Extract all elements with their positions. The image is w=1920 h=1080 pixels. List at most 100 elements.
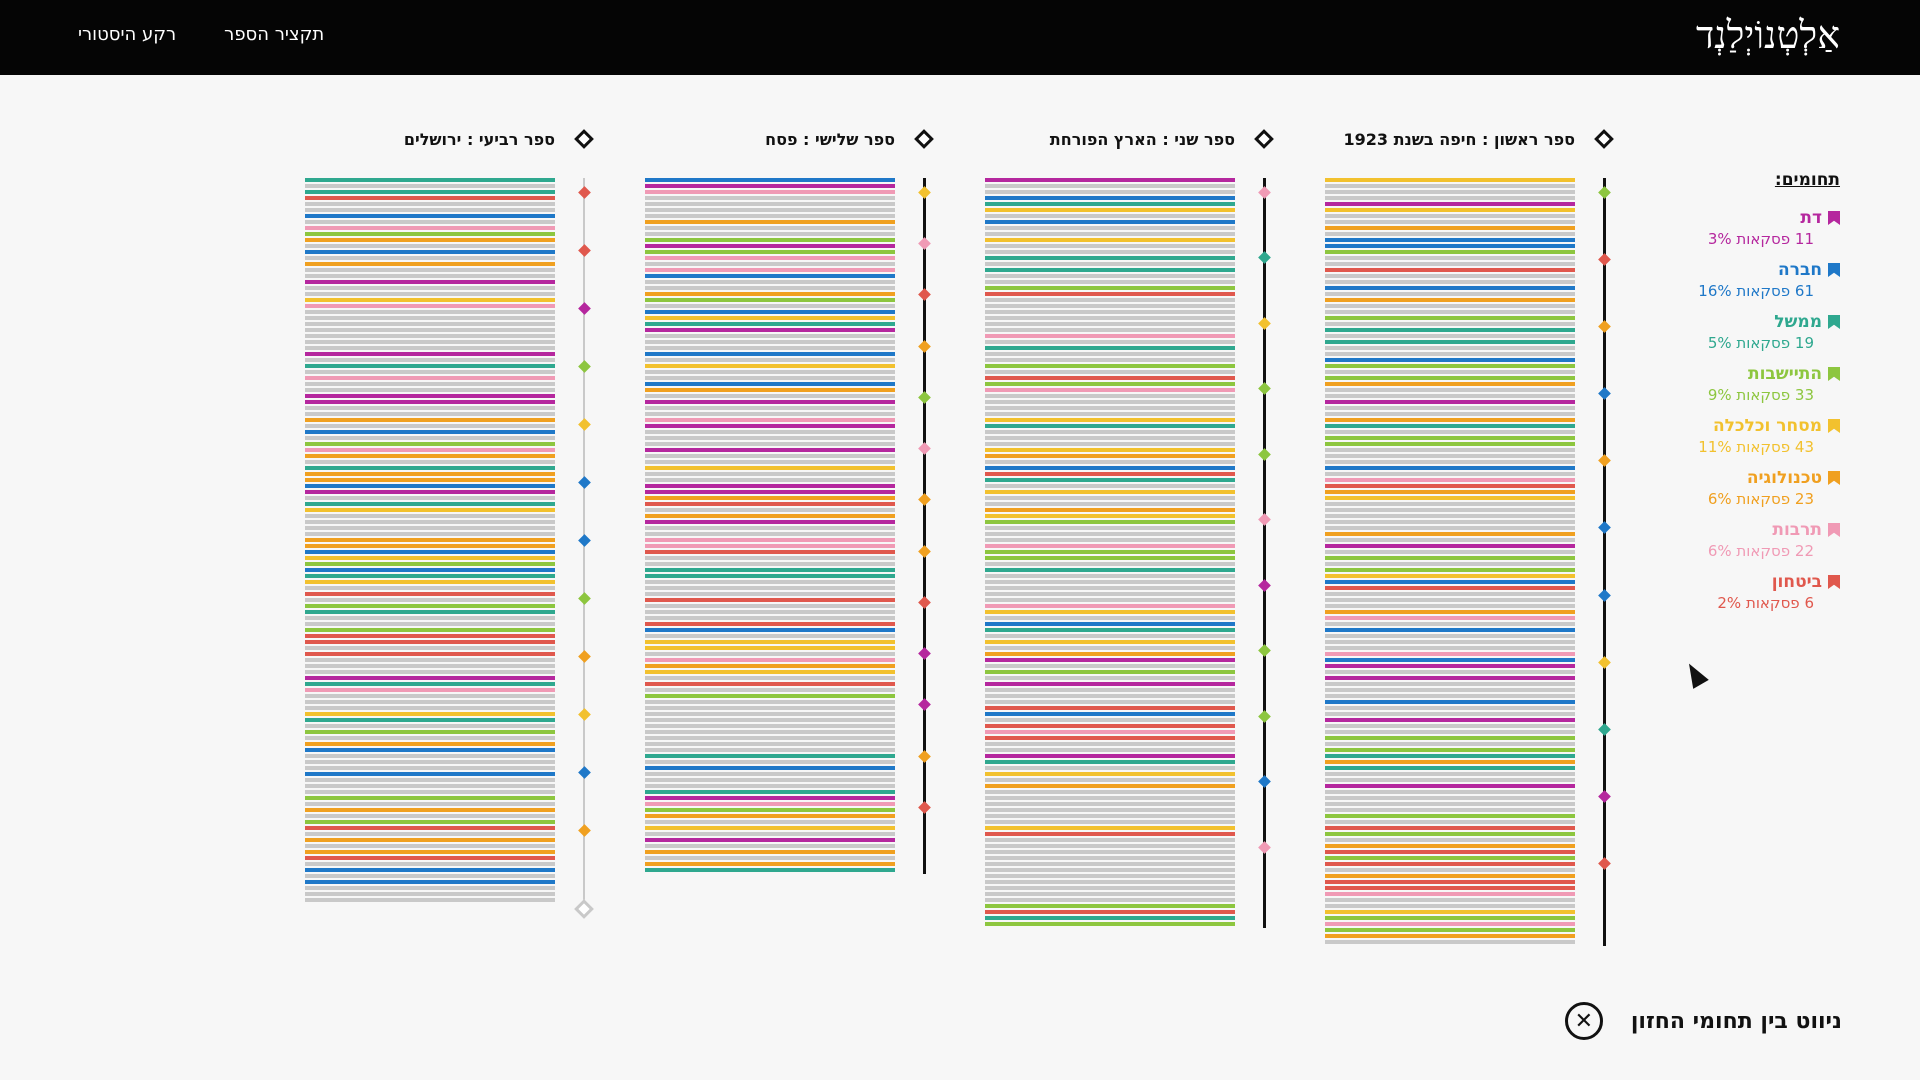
paragraph-stripe[interactable] — [305, 766, 555, 770]
paragraph-stripe[interactable] — [985, 454, 1235, 458]
paragraph-stripe[interactable] — [1325, 466, 1575, 470]
paragraph-stripe[interactable] — [985, 406, 1235, 410]
paragraph-stripe[interactable] — [645, 736, 895, 740]
paragraph-stripe[interactable] — [985, 280, 1235, 284]
paragraph-stripe[interactable] — [1325, 418, 1575, 422]
paragraph-stripe[interactable] — [1325, 328, 1575, 332]
legend-item[interactable]: מסחר וכלכלה 43 פסקאות 11% — [1640, 416, 1840, 456]
paragraph-stripe[interactable] — [1325, 292, 1575, 296]
paragraph-stripe[interactable] — [1325, 688, 1575, 692]
paragraph-stripe[interactable] — [645, 598, 895, 602]
paragraph-stripe[interactable] — [1325, 922, 1575, 926]
paragraph-stripe[interactable] — [985, 646, 1235, 650]
paragraph-stripe[interactable] — [305, 676, 555, 680]
paragraph-stripe[interactable] — [645, 868, 895, 872]
paragraph-stripe[interactable] — [1325, 838, 1575, 842]
paragraph-stripe[interactable] — [645, 640, 895, 644]
paragraph-stripe[interactable] — [645, 514, 895, 518]
topic-marker[interactable] — [1598, 454, 1611, 468]
paragraph-stripe[interactable] — [305, 406, 555, 410]
paragraph-stripe[interactable] — [305, 622, 555, 626]
paragraph-stripe[interactable] — [1325, 844, 1575, 848]
paragraph-stripe[interactable] — [305, 568, 555, 572]
paragraph-stripe[interactable] — [645, 364, 895, 368]
paragraph-stripe[interactable] — [985, 478, 1235, 482]
paragraph-stripe[interactable] — [985, 460, 1235, 464]
paragraph-stripe[interactable] — [985, 910, 1235, 914]
paragraph-stripe[interactable] — [305, 184, 555, 188]
paragraph-stripe[interactable] — [985, 244, 1235, 248]
paragraph-stripe[interactable] — [305, 688, 555, 692]
paragraph-stripe[interactable] — [1325, 700, 1575, 704]
paragraph-stripe[interactable] — [645, 352, 895, 356]
paragraph-stripe[interactable] — [305, 502, 555, 506]
paragraph-stripe[interactable] — [985, 874, 1235, 878]
paragraph-stripe[interactable] — [645, 304, 895, 308]
paragraph-stripe[interactable] — [1325, 814, 1575, 818]
paragraph-stripe[interactable] — [985, 484, 1235, 488]
paragraph-stripe[interactable] — [305, 340, 555, 344]
paragraph-stripe[interactable] — [985, 376, 1235, 380]
paragraph-stripe[interactable] — [645, 664, 895, 668]
paragraph-stripe[interactable] — [305, 580, 555, 584]
paragraph-stripe[interactable] — [985, 904, 1235, 908]
paragraph-stripe[interactable] — [1325, 472, 1575, 476]
topic-marker[interactable] — [1258, 186, 1271, 199]
paragraph-stripe[interactable] — [645, 244, 895, 248]
paragraph-stripe[interactable] — [1325, 454, 1575, 458]
paragraph-stripe[interactable] — [305, 550, 555, 554]
paragraph-stripe[interactable] — [985, 214, 1235, 218]
paragraph-stripe[interactable] — [645, 520, 895, 524]
paragraph-stripe[interactable] — [985, 490, 1235, 494]
topic-marker[interactable] — [578, 360, 591, 373]
topic-marker[interactable] — [918, 339, 931, 353]
paragraph-stripe[interactable] — [985, 886, 1235, 890]
topic-marker[interactable] — [578, 708, 591, 721]
paragraph-stripe[interactable] — [305, 856, 555, 860]
paragraph-stripe[interactable] — [645, 220, 895, 224]
paragraph-stripe[interactable] — [305, 790, 555, 794]
paragraph-stripe[interactable] — [645, 670, 895, 674]
paragraph-stripe[interactable] — [305, 886, 555, 890]
topic-marker[interactable] — [1258, 775, 1271, 788]
paragraph-stripe[interactable] — [985, 514, 1235, 518]
book-diamond-icon[interactable] — [574, 129, 594, 149]
paragraph-stripe[interactable] — [985, 784, 1235, 788]
paragraph-stripe[interactable] — [305, 598, 555, 602]
paragraph-stripe[interactable] — [985, 262, 1235, 266]
paragraph-stripe[interactable] — [305, 898, 555, 902]
paragraph-stripe[interactable] — [305, 202, 555, 206]
paragraph-stripe[interactable] — [985, 580, 1235, 584]
paragraph-stripe[interactable] — [645, 676, 895, 680]
paragraph-stripe[interactable] — [1325, 304, 1575, 308]
paragraph-stripe[interactable] — [985, 442, 1235, 446]
paragraph-stripe[interactable] — [645, 862, 895, 866]
paragraph-stripe[interactable] — [645, 448, 895, 452]
paragraph-stripe[interactable] — [1325, 238, 1575, 242]
paragraph-stripe[interactable] — [985, 730, 1235, 734]
paragraph-stripe[interactable] — [985, 808, 1235, 812]
paragraph-stripe[interactable] — [1325, 892, 1575, 896]
paragraph-stripe[interactable] — [1325, 718, 1575, 722]
paragraph-stripe[interactable] — [645, 466, 895, 470]
paragraph-stripe[interactable] — [985, 592, 1235, 596]
paragraph-stripe[interactable] — [1325, 760, 1575, 764]
paragraph-stripe[interactable] — [645, 280, 895, 284]
paragraph-stripe[interactable] — [305, 646, 555, 650]
paragraph-stripe[interactable] — [1325, 526, 1575, 530]
topic-marker[interactable] — [1598, 521, 1611, 535]
paragraph-stripe[interactable] — [305, 400, 555, 404]
paragraph-stripe[interactable] — [1325, 460, 1575, 464]
paragraph-stripe[interactable] — [645, 388, 895, 392]
paragraph-stripe[interactable] — [1325, 190, 1575, 194]
paragraph-stripe[interactable] — [1325, 670, 1575, 674]
topic-marker[interactable] — [918, 442, 931, 456]
paragraph-stripe[interactable] — [1325, 880, 1575, 884]
paragraph-stripe[interactable] — [645, 226, 895, 230]
paragraph-stripe[interactable] — [305, 238, 555, 242]
paragraph-stripe[interactable] — [1325, 268, 1575, 272]
paragraph-stripe[interactable] — [1325, 508, 1575, 512]
paragraph-stripe[interactable] — [1325, 538, 1575, 542]
paragraph-stripe[interactable] — [305, 316, 555, 320]
book-title[interactable]: ספר שני : הארץ הפורחת — [1049, 130, 1235, 149]
